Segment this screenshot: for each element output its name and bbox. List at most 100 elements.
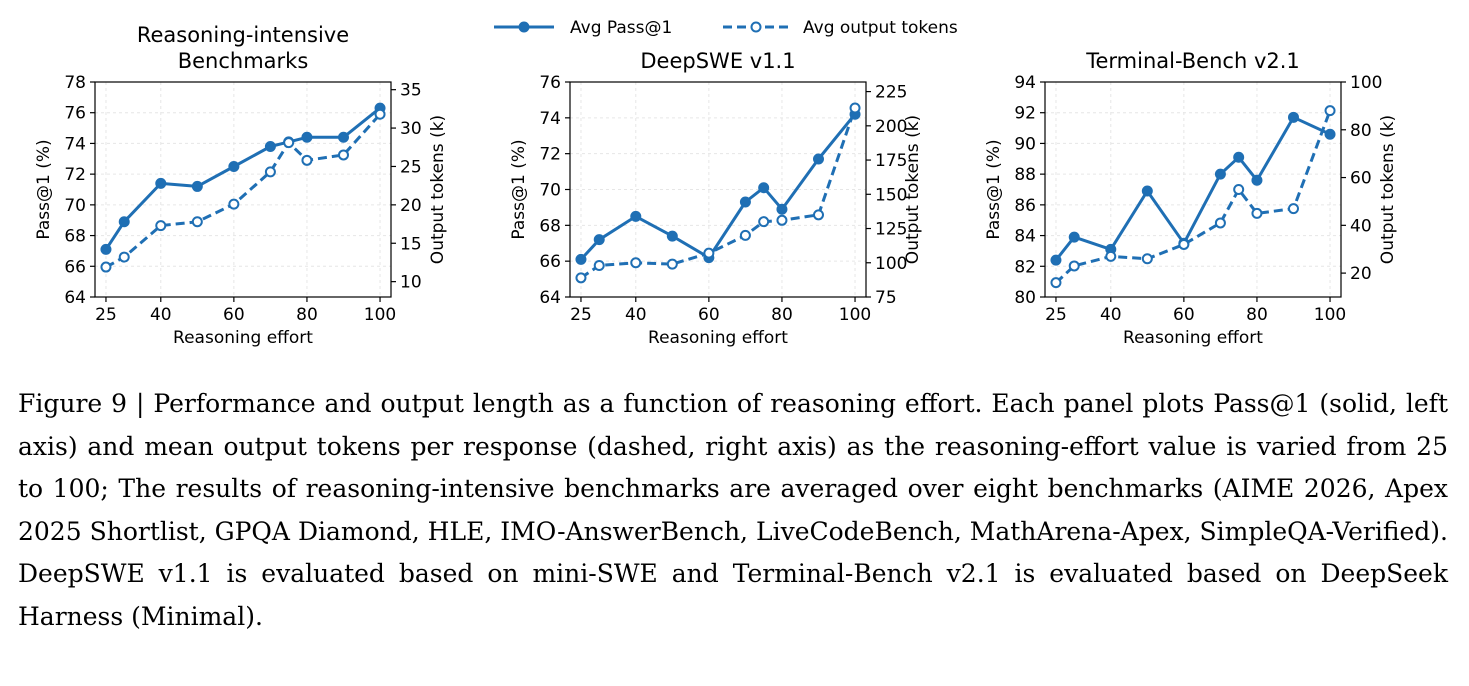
y2-axis-label: Output tokens (k) [903,115,923,264]
data-point-pass1 [155,177,167,189]
y-tick-label: 78 [64,73,86,93]
data-point-pass1 [264,141,276,152]
x-tick-label: 60 [1173,305,1195,325]
data-point-output-tokens [739,229,751,241]
data-point-output-tokens [1068,260,1080,272]
x-tick-label: 40 [1100,305,1122,325]
series-line-output-tokens [1054,110,1332,284]
data-point-output-tokens [575,272,587,284]
data-point-output-tokens [812,209,824,221]
y2-tick-label: 30 [400,119,422,139]
y2-tick-label: 60 [1350,169,1372,189]
y-tick-label: 70 [539,181,561,201]
data-point-output-tokens [301,154,313,166]
data-point-output-tokens [337,149,349,161]
x-tick-label: 100 [1314,305,1346,325]
caption-label: Figure 9 | [18,389,154,418]
plot-frame [1044,81,1342,298]
y2-tick-label: 225 [875,83,907,103]
x-tick-label: 60 [223,305,245,325]
data-point-output-tokens [1251,207,1263,219]
y-tick-label: 72 [64,165,86,185]
y2-tick-label: 20 [1350,264,1372,284]
data-point-pass1 [1324,128,1336,140]
data-point-output-tokens [1324,105,1336,117]
y-tick-label: 72 [539,145,561,165]
y-tick-label: 88 [1014,165,1036,185]
legend-label-1: Avg Pass@1 [570,18,672,38]
x-tick-label: 25 [570,305,592,325]
legend-marker-2 [750,21,762,33]
data-point-pass1 [228,160,240,172]
data-point-pass1 [1214,168,1226,180]
y-axis-label: Pass@1 (%) [34,139,54,239]
data-point-output-tokens [1233,184,1245,195]
chart-title: Reasoning-intensive [137,23,349,47]
chart-title: Benchmarks [178,49,309,73]
series-line-output-tokens [580,107,857,280]
y2-tick-label: 100 [1350,73,1382,93]
x-tick-label: 80 [1246,305,1268,325]
data-point-pass1 [593,234,605,246]
x-axis-label: Reasoning effort [173,328,313,348]
y-tick-label: 74 [539,109,561,129]
series-line-pass1 [1054,115,1331,262]
y-axis-label: Pass@1 (%) [509,139,529,239]
y2-tick-label: 40 [1350,216,1372,236]
y2-tick-label: 20 [400,196,422,216]
chart-panels: 64 66 68 70 72 74 76 78 10 15 20 25 30 35 25 40 60 80 100 R… [34,23,1398,348]
y-tick-label: 68 [539,216,561,236]
y-tick-label: 68 [64,227,86,247]
y2-tick-label: 25 [400,157,422,177]
data-point-output-tokens [191,216,203,228]
data-point-pass1 [812,153,824,165]
x-tick-label: 60 [698,305,720,325]
chart-title: Terminal-Bench v2.1 [1085,49,1300,73]
data-point-output-tokens [264,166,276,178]
caption-text: Performance and output length as a funct… [18,389,1448,631]
y-tick-label: 66 [539,252,561,272]
chart-panel-3: 80 82 84 86 88 90 92 94 20 40 60 80 100 25 40 60 80 100 Re… [984,49,1398,348]
y-tick-label: 84 [1014,227,1036,247]
y-tick-label: 66 [64,257,86,277]
data-point-pass1 [118,216,130,228]
y-tick-label: 86 [1014,196,1036,216]
legend: Avg Pass@1 Avg output tokens [494,18,958,38]
legend-marker-1 [518,21,530,33]
data-point-pass1 [666,230,678,242]
x-tick-label: 25 [95,305,117,325]
y-tick-label: 90 [1014,134,1036,154]
y2-axis-label: Output tokens (k) [1378,115,1398,264]
y-tick-label: 82 [1014,257,1036,277]
data-point-output-tokens [1105,250,1117,262]
y-tick-label: 94 [1014,73,1036,93]
y2-tick-label: 125 [875,220,907,240]
y2-tick-label: 15 [400,234,422,254]
y-tick-label: 64 [64,288,86,308]
data-point-output-tokens [374,108,386,120]
y2-tick-label: 100 [875,254,907,274]
y-tick-label: 74 [64,134,86,154]
x-tick-label: 40 [150,305,172,325]
y2-tick-label: 10 [400,273,422,293]
y-tick-label: 76 [64,104,86,124]
data-point-pass1 [1287,111,1299,123]
y2-axis-label: Output tokens (k) [428,115,448,264]
data-point-output-tokens [1214,217,1226,229]
y2-tick-label: 80 [1350,121,1372,141]
y2-tick-label: 35 [400,81,422,101]
chart-title: DeepSWE v1.1 [640,49,795,73]
x-tick-label: 40 [625,305,647,325]
x-tick-label: 100 [839,305,871,325]
legend-label-2: Avg output tokens [803,18,958,38]
data-point-output-tokens [155,220,167,232]
data-point-pass1 [100,243,112,255]
y-axis-label: Pass@1 (%) [984,139,1004,239]
series-line-output-tokens [105,113,382,269]
x-tick-label: 100 [364,305,396,325]
data-point-pass1 [776,203,788,215]
data-point-pass1 [630,210,642,222]
data-point-output-tokens [666,258,678,270]
figure-caption: Figure 9 | Performance and output length… [18,383,1448,638]
